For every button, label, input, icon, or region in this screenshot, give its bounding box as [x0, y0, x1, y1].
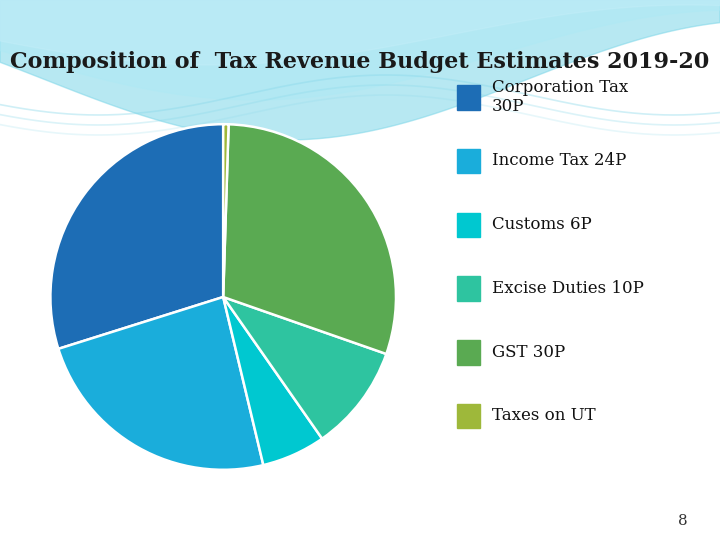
Wedge shape [223, 124, 396, 354]
Text: Corporation Tax
30P: Corporation Tax 30P [492, 79, 628, 115]
Text: Excise Duties 10P: Excise Duties 10P [492, 280, 644, 297]
Text: Taxes on UT: Taxes on UT [492, 407, 595, 424]
Wedge shape [223, 297, 387, 438]
Text: 8: 8 [678, 514, 688, 528]
Text: Composition of  Tax Revenue Budget Estimates 2019-20: Composition of Tax Revenue Budget Estima… [10, 51, 710, 73]
Wedge shape [50, 124, 223, 349]
Text: Customs 6P: Customs 6P [492, 216, 592, 233]
Wedge shape [223, 297, 322, 465]
Wedge shape [223, 124, 229, 297]
Text: GST 30P: GST 30P [492, 343, 565, 361]
Wedge shape [58, 297, 264, 470]
Text: Income Tax 24P: Income Tax 24P [492, 152, 626, 170]
